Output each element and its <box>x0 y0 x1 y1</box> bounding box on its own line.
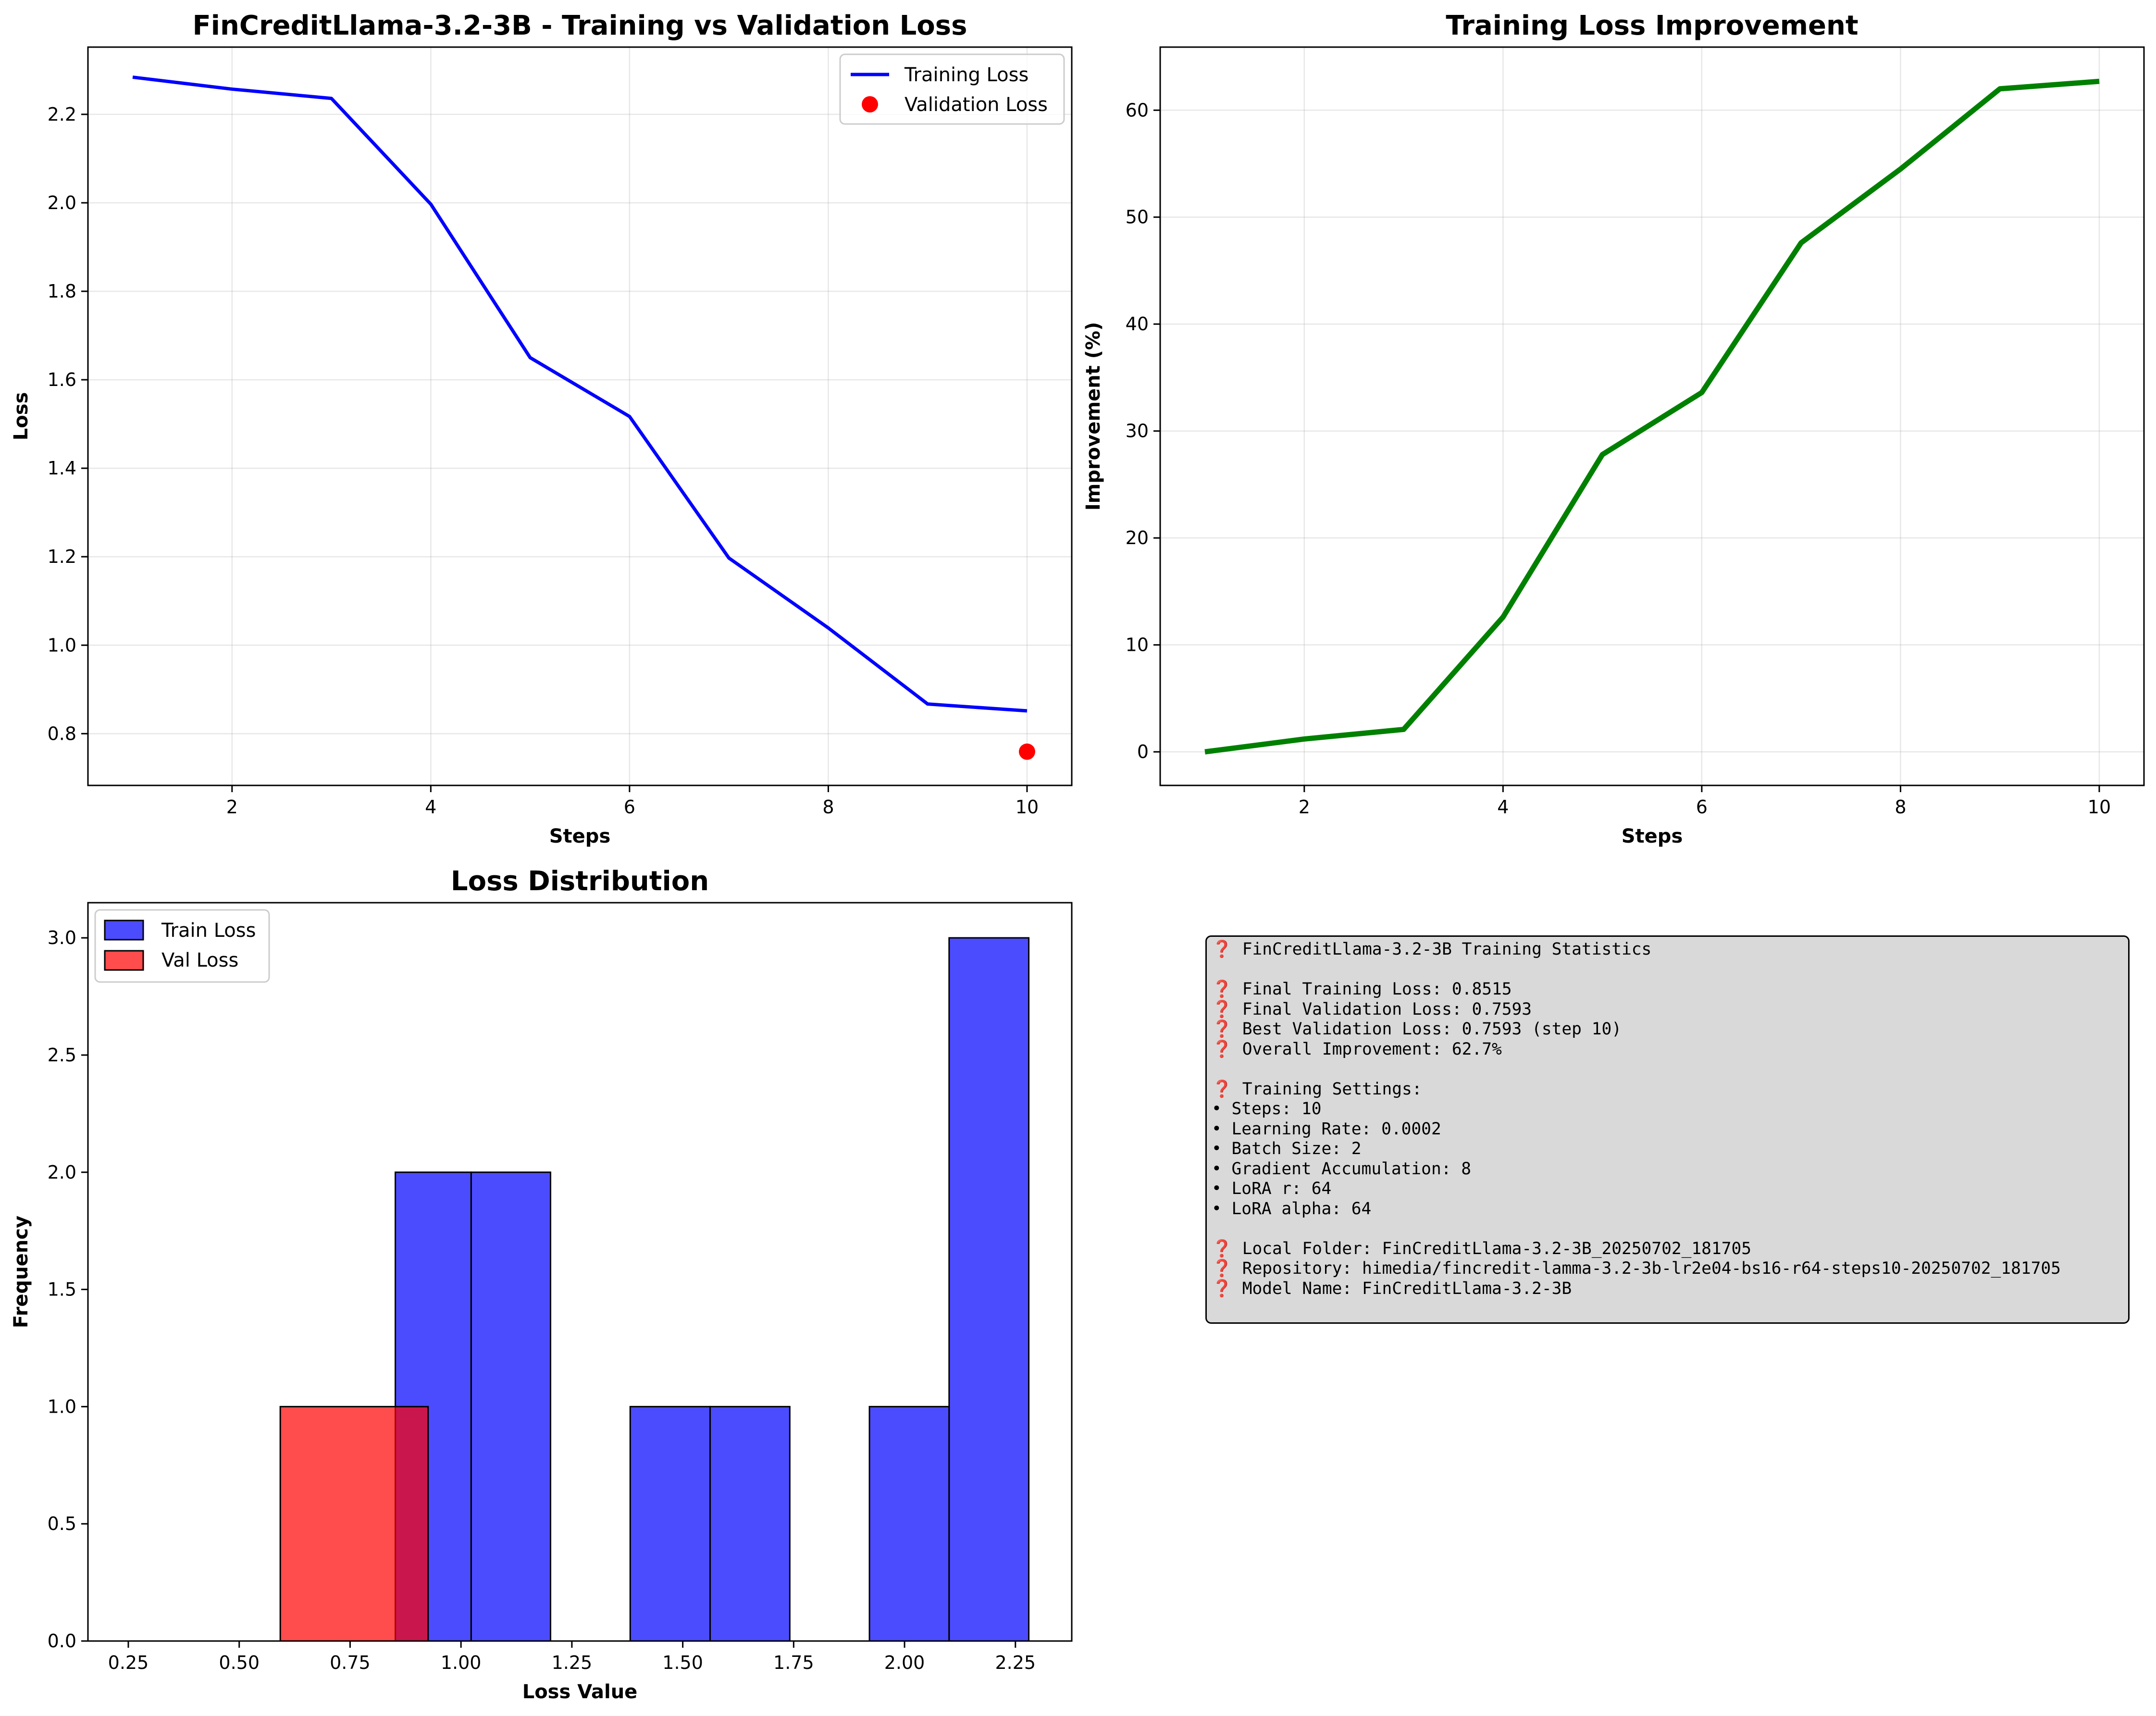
x-tick-label: 1.25 <box>552 1652 593 1673</box>
legend-box <box>839 53 1065 125</box>
chart-title: FinCreditLlama-3.2-3B - Training vs Vali… <box>193 10 967 41</box>
stats-line: ❓ Repository: himedia/fincredit-lamma-3.… <box>1212 1259 2061 1278</box>
y-axis-label: Loss <box>10 392 32 441</box>
y-tick-label: 20 <box>1126 527 1149 548</box>
legend-entry-train: Train Loss <box>161 920 256 942</box>
x-axis-label: Steps <box>1622 825 1683 847</box>
stats-line: • LoRA r: 64 <box>1212 1179 1332 1198</box>
y-tick-label: 10 <box>1126 634 1149 656</box>
y-tick-label: 50 <box>1126 207 1149 228</box>
y-axis-label: Frequency <box>10 1216 32 1328</box>
x-axis-label: Steps <box>549 825 611 847</box>
legend-swatch-val <box>104 950 144 971</box>
x-tick-label: 8 <box>1895 796 1906 818</box>
y-tick-label: 3.0 <box>48 927 76 948</box>
stats-line: • LoRA alpha: 64 <box>1212 1199 1372 1219</box>
stats-line: ❓ Final Validation Loss: 0.7593 <box>1212 999 1532 1019</box>
validation-loss-point <box>1018 743 1035 760</box>
x-tick-label: 1.75 <box>773 1652 814 1673</box>
y-tick-label: 1.2 <box>48 546 76 567</box>
x-tick-label: 10 <box>2088 796 2111 818</box>
stats-line: ❓ Model Name: FinCreditLlama-3.2-3B <box>1212 1279 1572 1298</box>
stats-line: • Batch Size: 2 <box>1212 1139 1362 1158</box>
stats-line: ❓ Overall Improvement: 62.7% <box>1212 1039 1502 1059</box>
x-tick-label: 2.25 <box>995 1652 1036 1673</box>
y-tick-label: 2.0 <box>48 1162 76 1183</box>
chart-2: 2 4 6 8 10 0 10 20 30 40 50 60 Training Loss Improve… <box>1082 10 2145 847</box>
chart-title: Loss Distribution <box>451 866 709 897</box>
stats-line: ❓ FinCreditLlama-3.2-3B Training Statist… <box>1212 940 1652 959</box>
train-loss-bar <box>709 1405 791 1642</box>
y-tick-label: 30 <box>1126 421 1149 442</box>
train-loss-bar <box>470 1171 551 1642</box>
train-loss-bar <box>948 937 1030 1642</box>
stats-line: • Gradient Accumulation: 8 <box>1212 1159 1472 1179</box>
x-tick-label: 0.50 <box>219 1652 260 1673</box>
stats-spacer <box>1212 1059 2123 1080</box>
x-tick-label: 10 <box>1016 796 1039 818</box>
x-tick-label: 1.50 <box>662 1652 703 1673</box>
y-tick-label: 2.0 <box>48 192 76 213</box>
train-loss-bar <box>868 1405 950 1642</box>
plot-frame <box>1159 46 2145 786</box>
x-tick-label: 0.75 <box>330 1652 371 1673</box>
x-tick-label: 4 <box>1497 796 1509 818</box>
legend-entry-validation: Validation Loss <box>905 94 1048 116</box>
x-tick-label: 2 <box>226 796 238 818</box>
y-tick-label: 1.5 <box>48 1279 76 1300</box>
x-tick-label: 6 <box>1696 796 1708 818</box>
y-axis-label: Improvement (%) <box>1082 322 1104 511</box>
stats-spacer <box>1212 960 2123 980</box>
y-tick-label: 1.6 <box>48 369 76 390</box>
y-tick-label: 40 <box>1126 313 1149 335</box>
y-tick-label: 1.0 <box>48 1396 76 1417</box>
chart-title: Training Loss Improvement <box>1446 10 1858 41</box>
training-loss-line <box>132 75 1028 713</box>
chart-3: 0.25 0.50 0.75 1.00 1.25 1.50 1.75 2.00 2.25 0.0 0… <box>10 866 1073 1703</box>
stats-line: ❓ Training Settings: <box>1212 1079 1422 1099</box>
y-tick-label: 2.2 <box>48 104 76 125</box>
x-tick-label: 6 <box>624 796 635 818</box>
y-tick-label: 0.0 <box>48 1630 76 1652</box>
y-tick-label: 1.8 <box>48 281 76 302</box>
stats-spacer <box>1212 1219 2123 1239</box>
training-statistics-panel: ❓ FinCreditLlama-3.2-3B Training Statist… <box>1205 935 2130 1324</box>
y-tick-label: 1.4 <box>48 458 76 479</box>
y-tick-label: 60 <box>1126 99 1149 121</box>
legend-entry-val: Val Loss <box>161 949 238 971</box>
stats-line: • Learning Rate: 0.0002 <box>1212 1119 1441 1139</box>
stats-line: • Steps: 10 <box>1212 1099 1322 1119</box>
legend: Training Loss Validation Loss <box>839 53 1065 125</box>
x-tick-label: 1.00 <box>441 1652 482 1673</box>
stats-line: ❓ Best Validation Loss: 0.7593 (step 10) <box>1212 1020 1622 1039</box>
y-tick-label: 0.5 <box>48 1513 76 1534</box>
improvement-line <box>1204 78 2100 755</box>
stats-line: ❓ Final Training Loss: 0.8515 <box>1212 980 1512 999</box>
legend-marker-icon <box>862 96 878 112</box>
val-loss-bar <box>279 1405 429 1642</box>
legend-swatch-train <box>104 920 144 941</box>
x-tick-label: 2 <box>1299 796 1310 818</box>
y-tick-label: 0 <box>1137 741 1149 762</box>
x-tick-label: 8 <box>822 796 834 818</box>
x-tick-label: 0.25 <box>108 1652 149 1673</box>
legend: Train Loss Val Loss <box>94 909 270 983</box>
x-axis-label: Loss Value <box>522 1681 638 1703</box>
chart-1: 2 4 6 8 10 0.8 1.0 1.2 1.4 1.6 1.8 2.0 2.2 FinCreditL… <box>10 10 1073 847</box>
legend-entry-training: Training Loss <box>904 64 1028 86</box>
train-loss-bar <box>629 1405 711 1642</box>
x-tick-label: 2.00 <box>884 1652 925 1673</box>
x-tick-label: 4 <box>425 796 436 818</box>
plot-frame <box>87 46 1073 786</box>
y-tick-label: 1.0 <box>48 634 76 656</box>
stats-line: ❓ Local Folder: FinCreditLlama-3.2-3B_20… <box>1212 1239 1752 1258</box>
y-tick-label: 2.5 <box>48 1045 76 1066</box>
plot-frame <box>87 902 1073 1642</box>
y-tick-label: 0.8 <box>48 723 76 744</box>
